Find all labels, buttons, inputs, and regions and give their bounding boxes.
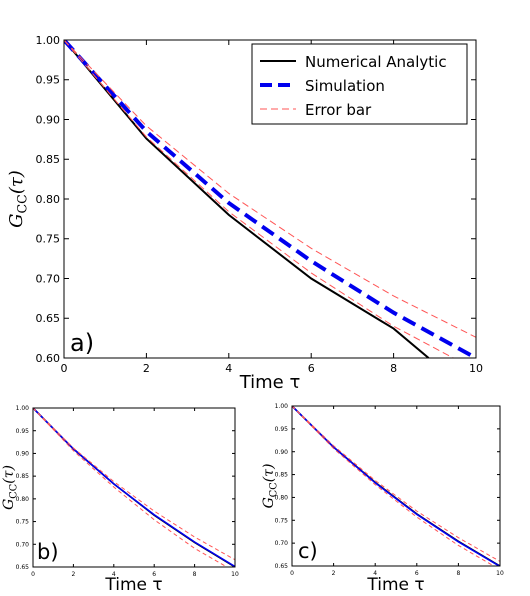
series-line-b-2 xyxy=(33,408,235,561)
y-tick-label-a: 0.95 xyxy=(36,74,61,87)
x-tick-label-b: 0 xyxy=(31,571,35,578)
series-line-c-2 xyxy=(292,406,500,562)
y-axis-label-a: GCC(τ) xyxy=(6,170,30,228)
x-tick-label-b: 4 xyxy=(112,571,116,578)
x-tick-label-a: 8 xyxy=(390,362,397,375)
panel-label-c: c) xyxy=(298,539,318,563)
x-tick-label-c: 8 xyxy=(456,570,460,577)
x-tick-label-c: 2 xyxy=(332,570,336,577)
series-line-b-3 xyxy=(33,408,228,567)
panel-b: 0 2 4 6 8 100.650.700.750.800.850.900.951.00 … xyxy=(1,405,239,595)
x-tick-label-c: 6 xyxy=(415,570,419,577)
x-tick-label-a: 0 xyxy=(61,362,68,375)
y-tick-label-a: 0.90 xyxy=(36,113,61,126)
x-tick-label-a: 4 xyxy=(225,362,232,375)
panel-label-b: b) xyxy=(37,540,59,564)
y-tick-label-c: 1.00 xyxy=(275,403,289,410)
y-tick-label-c: 0.65 xyxy=(275,563,289,570)
series-line-a-3 xyxy=(64,40,454,358)
y-axis-label-b: GCC(τ) xyxy=(1,465,20,510)
y-tick-label-a: 0.65 xyxy=(36,312,61,325)
x-tick-label-b: 6 xyxy=(152,571,156,578)
y-axis-label-c: GCC(τ) xyxy=(261,464,280,509)
y-tick-label-b: 0.75 xyxy=(16,519,30,526)
x-tick-label-a: 10 xyxy=(469,362,483,375)
series-line-b-1 xyxy=(33,408,235,567)
legend-label-errorbar: Error bar xyxy=(305,101,372,119)
y-tick-label-a: 0.70 xyxy=(36,272,61,285)
panel-label-a: a) xyxy=(70,329,94,357)
y-tick-label-a: 0.75 xyxy=(36,233,61,246)
y-tick-label-a: 0.85 xyxy=(36,153,61,166)
x-tick-label-c: 4 xyxy=(373,570,377,577)
y-tick-label-b: 0.95 xyxy=(16,428,30,435)
x-tick-label-a: 2 xyxy=(143,362,150,375)
series-line-c-3 xyxy=(292,406,495,566)
panel-c: 0 2 4 6 8 100.650.700.750.800.850.900.951.00 … xyxy=(261,403,504,595)
y-tick-label-c: 0.80 xyxy=(275,495,289,502)
y-tick-label-a: 0.60 xyxy=(36,352,61,365)
series-line-a-0 xyxy=(64,40,430,358)
plot-frame-b xyxy=(32,407,236,568)
x-tick-label-c: 10 xyxy=(496,570,504,577)
y-tick-label-a: 1.00 xyxy=(36,34,61,47)
series-line-c-1 xyxy=(292,406,500,566)
y-tick-label-b: 0.90 xyxy=(16,451,30,458)
y-tick-label-c: 0.75 xyxy=(275,517,289,524)
y-tick-label-c: 0.95 xyxy=(275,426,289,433)
x-tick-label-a: 6 xyxy=(308,362,315,375)
series-line-a-1 xyxy=(64,40,476,358)
x-tick-label-b: 8 xyxy=(193,571,197,578)
y-tick-label-c: 0.90 xyxy=(275,449,289,456)
y-tick-label-b: 1.00 xyxy=(16,405,30,412)
series-line-a-2 xyxy=(64,40,476,338)
series-line-c-0 xyxy=(292,406,500,566)
y-tick-label-b: 0.80 xyxy=(16,496,30,503)
y-tick-label-c: 0.70 xyxy=(275,540,289,547)
x-tick-label-b: 2 xyxy=(71,571,75,578)
x-axis-label-c: Time τ xyxy=(366,575,424,595)
y-tick-label-b: 0.65 xyxy=(16,564,30,571)
y-tick-label-a: 0.80 xyxy=(36,193,61,206)
x-tick-label-b: 10 xyxy=(231,571,239,578)
y-tick-label-b: 0.70 xyxy=(16,541,30,548)
legend-label-analytic: Numerical Analytic xyxy=(305,53,447,71)
x-axis-label-a: Time τ xyxy=(239,372,301,393)
x-tick-label-c: 0 xyxy=(290,570,294,577)
y-tick-label-c: 0.85 xyxy=(275,472,289,479)
panel-a: 0 2 4 6 8 10 0.60 0.65 0.70 0.75 0.80 0.85 0.90 0.95 1… xyxy=(6,34,483,393)
plot-frame-c xyxy=(291,405,501,567)
y-tick-label-b: 0.85 xyxy=(16,473,30,480)
legend: Numerical Analytic Simulation Error bar xyxy=(251,43,468,125)
legend-label-simulation: Simulation xyxy=(305,77,385,95)
x-axis-label-b: Time τ xyxy=(104,575,162,595)
